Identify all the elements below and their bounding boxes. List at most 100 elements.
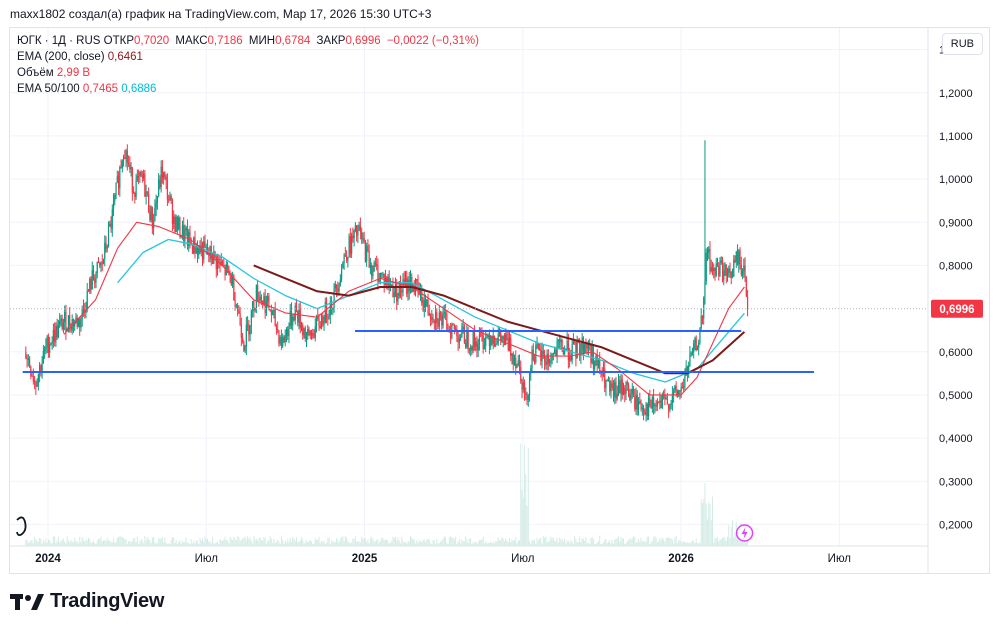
- candle-body: [189, 231, 191, 242]
- volume-bar: [351, 542, 353, 546]
- candle-body: [543, 354, 546, 362]
- volume-bar: [164, 537, 166, 546]
- candle-body: [547, 353, 549, 364]
- candle-body: [718, 266, 720, 276]
- volume-bar: [491, 543, 493, 546]
- candle-body: [488, 336, 491, 347]
- candle-body: [591, 344, 593, 363]
- volume-bar: [639, 541, 641, 546]
- currency-button[interactable]: RUB: [941, 33, 983, 55]
- volume-bar: [374, 541, 376, 546]
- volume-bar: [685, 542, 687, 546]
- volume-bar: [418, 540, 420, 546]
- candle-body: [258, 299, 260, 301]
- volume-bar: [596, 542, 598, 546]
- candle-body: [528, 373, 531, 396]
- volume-bar: [448, 537, 450, 546]
- volume-bar: [347, 540, 349, 546]
- volume-bar: [299, 540, 301, 546]
- volume-bar: [629, 537, 631, 546]
- volume-bar: [252, 543, 254, 546]
- volume-bar: [488, 542, 490, 546]
- candle-body: [517, 360, 519, 365]
- chart-panel[interactable]: 0,69961,30001,20001,10001,00000,90000,80…: [9, 27, 990, 574]
- candle-body: [680, 386, 682, 392]
- candle-body: [735, 251, 737, 262]
- candle-body: [148, 192, 150, 213]
- candle-body: [259, 296, 261, 301]
- x-tick-label-3: Июл: [511, 553, 534, 565]
- volume-bar: [76, 541, 78, 546]
- candle-body: [501, 339, 503, 342]
- candle-body: [201, 245, 204, 260]
- volume-bar: [249, 537, 251, 546]
- tradingview-logo[interactable]: TradingView: [10, 590, 164, 613]
- legend-ema200-row[interactable]: EMA (200, close) 0,6461: [17, 49, 482, 65]
- volume-bar: [87, 537, 89, 546]
- candle-body: [639, 401, 641, 404]
- volume-bar: [725, 540, 727, 546]
- candle-body: [46, 336, 48, 347]
- candle-body: [688, 365, 690, 374]
- candle-body: [173, 216, 175, 224]
- candle-body: [92, 269, 95, 279]
- volume-bar: [595, 543, 597, 546]
- candle-body: [502, 336, 504, 340]
- volume-bar: [520, 443, 522, 546]
- candle-body: [522, 382, 524, 390]
- candle-body: [272, 310, 274, 316]
- candle-body: [254, 308, 256, 311]
- price-chart[interactable]: 0,69961,30001,20001,10001,00000,90000,80…: [10, 28, 990, 574]
- volume-bar: [407, 541, 409, 546]
- volume-bar: [451, 537, 453, 546]
- legend-volume-row[interactable]: Объём 2,99 B: [17, 65, 482, 81]
- candle-body: [186, 227, 189, 246]
- candle-body: [439, 312, 442, 316]
- candle-body: [310, 332, 313, 336]
- volume-bar: [466, 539, 468, 546]
- volume-bar: [456, 543, 458, 546]
- volume-bar: [443, 536, 445, 546]
- candle-body: [681, 386, 684, 388]
- volume-bar: [381, 537, 383, 546]
- candle-body: [455, 328, 457, 330]
- candle-body: [170, 195, 172, 200]
- volume-bar: [311, 541, 313, 546]
- candle-body: [433, 321, 435, 323]
- volume-bar: [565, 543, 567, 546]
- candle-body: [143, 173, 145, 178]
- volume-bar: [665, 537, 667, 546]
- candle-body: [262, 300, 264, 304]
- volume-bar: [696, 542, 698, 546]
- volume-bar: [26, 539, 28, 546]
- volume-bar: [210, 543, 212, 546]
- candle-body: [137, 175, 140, 177]
- volume-bar: [199, 537, 201, 546]
- volume-bar: [507, 541, 509, 546]
- volume-bar: [99, 538, 101, 546]
- volume-bar: [623, 538, 625, 546]
- volume-bar: [285, 542, 287, 546]
- volume-bar: [487, 542, 489, 546]
- candle-body: [55, 325, 57, 342]
- legend-ema50-100-row[interactable]: EMA 50/100 0,7465 0,6886: [17, 81, 482, 97]
- volume-bar: [576, 542, 578, 546]
- volume-bar: [151, 537, 153, 546]
- legend-ema200-label: EMA (200, close): [17, 51, 105, 63]
- volume-bar: [718, 541, 720, 546]
- volume-bar: [432, 540, 434, 546]
- volume-bar: [91, 542, 93, 546]
- candle-body: [153, 220, 155, 229]
- volume-bar: [594, 543, 596, 546]
- candle-body: [520, 367, 522, 382]
- volume-bar: [149, 540, 151, 546]
- volume-bar: [599, 536, 601, 546]
- candle-body: [40, 365, 42, 373]
- volume-bar: [490, 541, 492, 546]
- volume-bar: [289, 538, 291, 546]
- volume-bar: [631, 537, 633, 546]
- volume-bar: [597, 541, 599, 546]
- legend-symbol[interactable]: ЮГК · 1Д · RUS: [17, 35, 101, 47]
- candle-body: [282, 336, 284, 347]
- candle-body: [206, 247, 209, 253]
